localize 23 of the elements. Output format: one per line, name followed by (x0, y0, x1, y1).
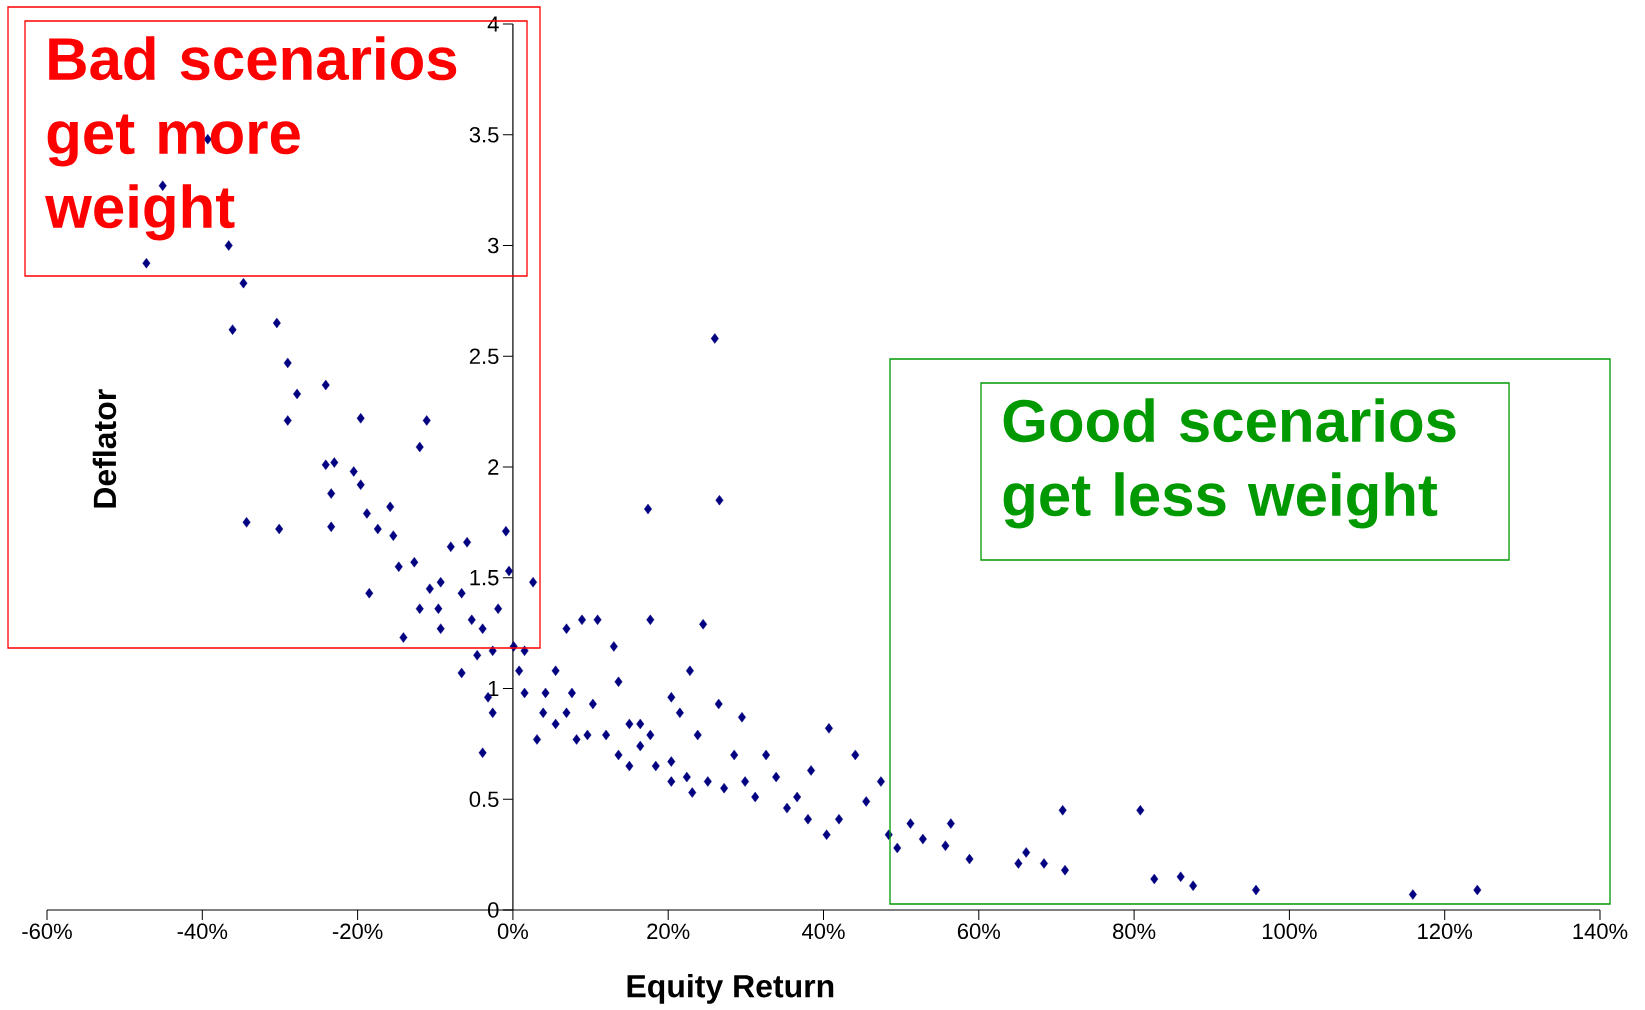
annotation: Bad scenarios get more weight (45, 36, 457, 241)
y-axis-title: Deflator (92, 389, 117, 508)
x-tick-label: 60% (957, 923, 1001, 940)
y-tick-label: 2 (488, 459, 499, 475)
x-tick-label: 0% (497, 923, 529, 940)
x-tick-label: 120% (1418, 923, 1473, 940)
y-tick-label: 0.5 (469, 791, 499, 808)
x-tick-label: -40% (177, 923, 228, 940)
annotation: Good scenarios get less weight (1003, 398, 1456, 529)
y-tick-label: 0 (488, 902, 499, 918)
x-tick-label: 20% (647, 923, 690, 940)
x-tick-label: 140% (1573, 923, 1628, 940)
x-tick-label: 100% (1262, 923, 1317, 940)
x-tick-label: 40% (801, 923, 845, 940)
x-tick-label: 80% (1113, 923, 1156, 940)
x-tick-label: -20% (332, 923, 383, 940)
y-tick-label: 3.5 (469, 126, 499, 143)
y-tick-label: 1.5 (470, 570, 499, 586)
y-tick-label: 2.5 (469, 348, 499, 365)
x-axis-title: Equity Return (627, 973, 834, 1004)
y-tick-label: 1 (488, 680, 499, 697)
y-tick-label: 3 (487, 237, 499, 254)
x-tick-label: -60% (22, 923, 72, 940)
